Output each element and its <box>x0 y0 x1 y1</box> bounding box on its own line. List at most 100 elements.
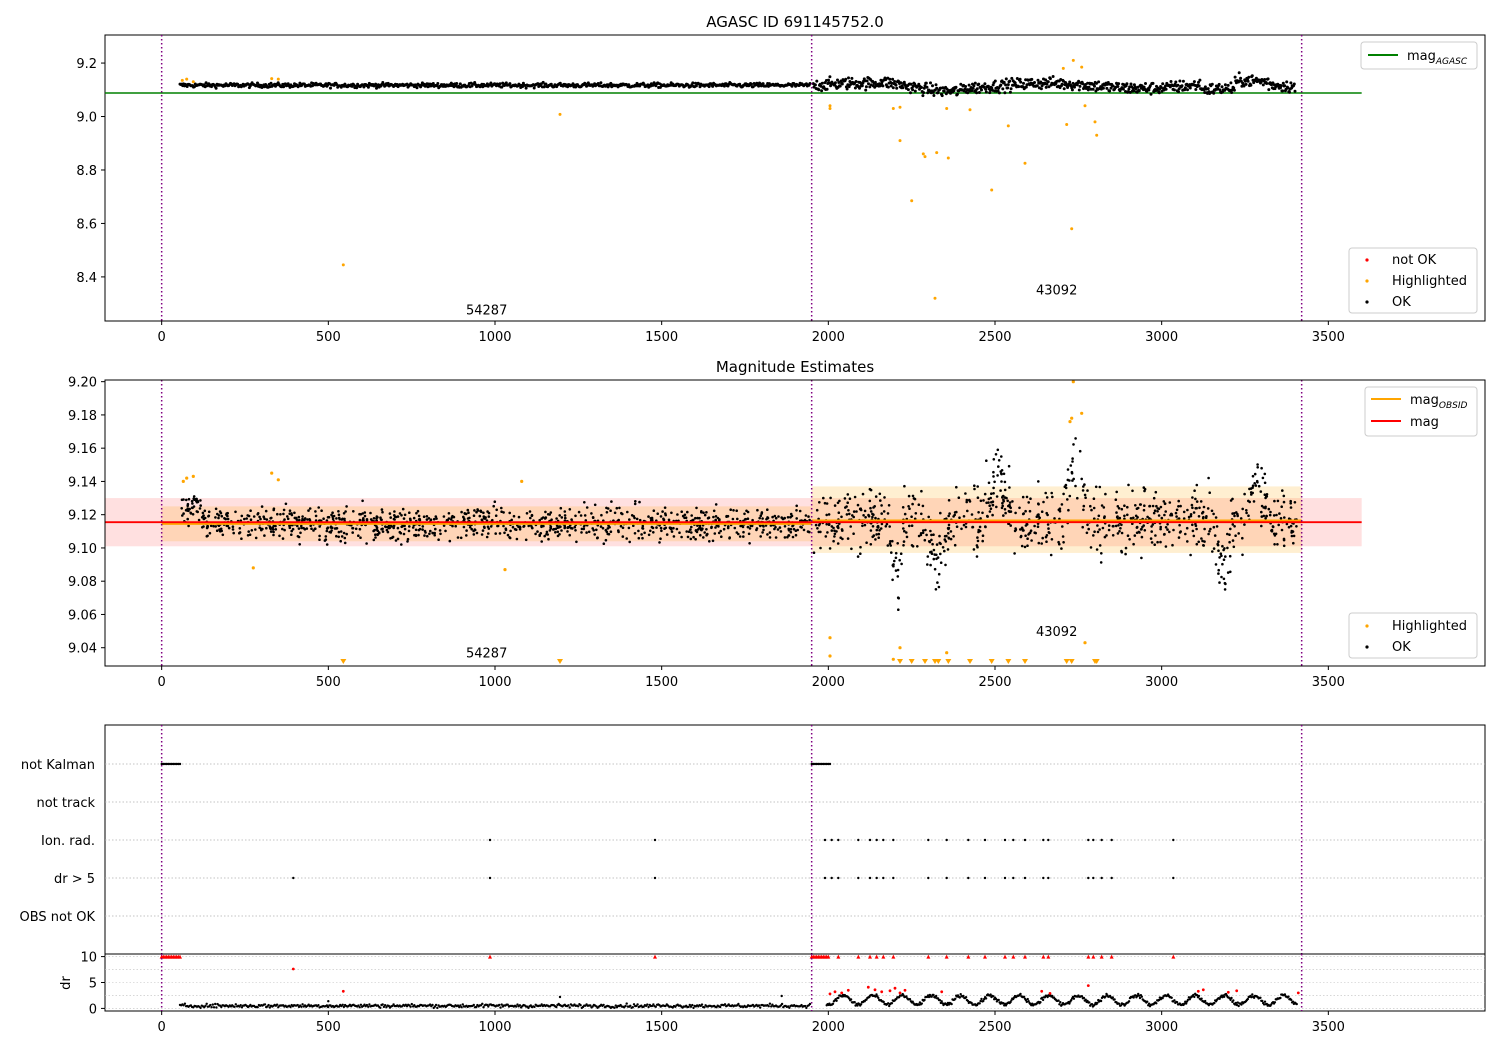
ok-point <box>1208 491 1211 495</box>
ok-point <box>268 525 272 528</box>
ok-point <box>871 515 874 519</box>
ok-point <box>628 540 631 544</box>
ok-point <box>355 86 359 90</box>
ok-point <box>322 517 325 520</box>
ok-point <box>935 86 939 90</box>
dr-not-ok-point <box>940 990 944 994</box>
dr-clipped-marker <box>1171 954 1176 959</box>
ok-point <box>939 561 943 564</box>
ok-point <box>637 529 640 533</box>
ok-point <box>297 527 301 530</box>
ok-point <box>1045 534 1049 537</box>
ok-point <box>527 524 530 528</box>
ok-point <box>698 526 702 529</box>
ok-point <box>1260 524 1263 528</box>
dr-point <box>982 999 985 1003</box>
ok-point <box>1078 449 1082 453</box>
dr-point <box>1213 1001 1216 1005</box>
ok-point <box>1114 498 1118 502</box>
ok-point <box>532 86 536 90</box>
ok-point <box>582 527 586 531</box>
ok-point <box>1008 503 1011 507</box>
ok-point <box>949 537 953 541</box>
ok-point <box>1019 80 1023 84</box>
ok-point <box>506 533 510 537</box>
ok-point <box>873 505 876 508</box>
ok-point <box>282 85 286 89</box>
ok-point <box>418 517 421 521</box>
ok-point <box>984 525 987 529</box>
ok-point <box>279 513 282 516</box>
ok-point <box>1045 496 1049 499</box>
ok-point <box>1001 87 1005 91</box>
ok-point <box>1282 544 1286 548</box>
ok-point <box>1141 525 1144 529</box>
ok-point <box>308 518 311 521</box>
ok-point <box>1283 84 1287 88</box>
ok-point <box>417 514 421 518</box>
ok-point <box>830 525 834 528</box>
flag-marker <box>168 762 172 766</box>
ok-point <box>1037 480 1040 483</box>
ok-point <box>415 511 418 515</box>
legend-highlighted-marker-2 <box>1365 624 1369 628</box>
ok-point <box>408 525 411 528</box>
ok-point <box>1194 88 1198 91</box>
ok-point <box>719 529 722 533</box>
estimates-xtick-label: 2500 <box>978 675 1011 690</box>
ok-point <box>864 85 868 89</box>
ok-point <box>201 511 205 515</box>
flag-marker <box>163 762 167 766</box>
ok-point <box>899 552 903 555</box>
ok-point <box>894 556 898 560</box>
ok-point <box>615 506 619 510</box>
ok-point <box>366 85 370 89</box>
ok-point <box>1105 534 1108 537</box>
ok-point <box>1061 525 1064 528</box>
ok-point <box>1041 536 1044 540</box>
ok-point <box>363 511 367 514</box>
dr-point <box>1193 995 1196 999</box>
legend-not-ok-label: not OK <box>1392 253 1437 268</box>
ok-point <box>1019 534 1023 538</box>
ok-point <box>1126 505 1129 509</box>
ok-point <box>286 517 290 521</box>
dr-point <box>994 997 998 1001</box>
ok-point <box>481 529 485 532</box>
ok-point <box>326 516 330 519</box>
ok-point <box>1228 554 1232 558</box>
ok-point <box>836 501 840 505</box>
flag-marker <box>1023 876 1027 880</box>
ok-point <box>758 516 761 520</box>
ok-point <box>1249 83 1253 87</box>
dr-not-ok-point <box>1296 991 1300 995</box>
ok-point <box>703 513 707 517</box>
dr-point <box>882 1000 885 1004</box>
dr-point <box>1192 993 1195 997</box>
ok-point <box>529 516 532 520</box>
ok-point <box>462 525 466 529</box>
ok-point <box>320 509 323 512</box>
ok-point <box>191 513 195 516</box>
ok-point <box>860 84 864 88</box>
ok-point <box>992 458 996 461</box>
highlighted-point <box>828 104 832 108</box>
ok-point <box>1127 483 1130 487</box>
ok-point <box>1003 91 1007 95</box>
dr-clipped-marker <box>1046 954 1051 959</box>
dr-point <box>700 1003 704 1006</box>
ok-point <box>265 518 269 521</box>
ok-point <box>509 529 512 533</box>
ok-point <box>1223 547 1226 550</box>
ok-point <box>1038 516 1041 520</box>
ok-point <box>748 542 751 545</box>
ok-point <box>761 531 764 534</box>
estimates-point-legend: Highlighted OK <box>1348 612 1478 659</box>
dr-point <box>1072 997 1076 1000</box>
ok-point <box>1132 516 1135 520</box>
ok-point <box>218 530 222 533</box>
ok-point <box>554 527 558 531</box>
dr-point <box>835 999 838 1002</box>
estimates-xtick-label: 1000 <box>478 675 511 690</box>
dr-point <box>1259 996 1262 999</box>
